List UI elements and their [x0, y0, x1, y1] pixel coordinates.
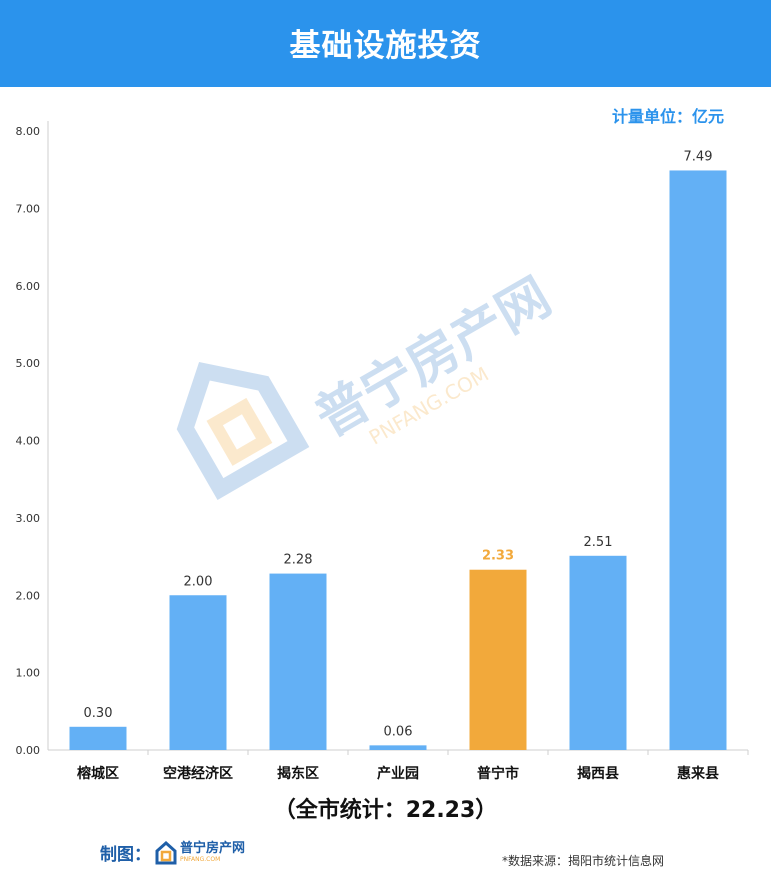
y-tick-label: 7.00: [16, 202, 41, 215]
brand-logo: 普宁房产网 PNFANG.COM: [155, 840, 246, 865]
maker-label: 制图：: [100, 845, 151, 865]
logo-text-en: PNFANG.COM: [180, 856, 221, 863]
y-tick-label: 0.00: [16, 744, 41, 757]
bar-value-label: 2.33: [482, 549, 514, 564]
bar: [369, 745, 427, 750]
page-title: 基础设施投资: [289, 28, 482, 64]
maker-credit: 制图： 普宁房产网 PNFANG.COM: [100, 840, 245, 865]
header-banner: 基础设施投资: [0, 0, 771, 87]
x-category-label: 揭西县: [577, 765, 619, 782]
unit-label: 计量单位：亿元: [611, 107, 724, 126]
bar: [169, 595, 227, 750]
bar: [269, 573, 327, 750]
y-tick-label: 2.00: [16, 589, 41, 602]
y-tick-label: 4.00: [16, 435, 41, 448]
y-tick-label: 8.00: [16, 125, 41, 138]
bar: [69, 726, 127, 750]
y-tick-label: 6.00: [16, 280, 41, 293]
x-category-label: 普宁市: [477, 765, 519, 782]
y-tick-label: 3.00: [16, 512, 41, 525]
bar-value-label: 2.28: [284, 553, 313, 568]
data-source: *数据来源：揭阳市统计信息网: [501, 854, 664, 868]
bar-value-label: 2.00: [184, 574, 213, 589]
x-category-label: 榕城区: [77, 765, 119, 782]
bar: [469, 569, 527, 750]
y-tick-label: 1.00: [16, 667, 41, 680]
x-category-label: 揭东区: [277, 765, 319, 782]
logo-text-cn: 普宁房产网: [180, 841, 246, 856]
bar: [669, 170, 727, 750]
bar-value-label: 2.51: [584, 535, 613, 550]
x-category-label: 惠来县: [677, 765, 719, 782]
bar-value-label: 0.30: [84, 706, 113, 721]
y-tick-label: 5.00: [16, 357, 41, 370]
bar-value-label: 7.49: [684, 149, 713, 164]
bar-value-label: 0.06: [384, 724, 413, 739]
x-category-label: 空港经济区: [163, 765, 233, 782]
x-category-label: 产业园: [377, 765, 419, 782]
bar: [569, 555, 627, 750]
bar-chart: 0.00 1.00 2.00 3.00 4.00 5.00 6.00 7.00 8.00 0.30…: [16, 121, 749, 782]
total-label: （全市统计：22.23）: [273, 798, 498, 823]
house-logo-icon: [155, 840, 177, 864]
